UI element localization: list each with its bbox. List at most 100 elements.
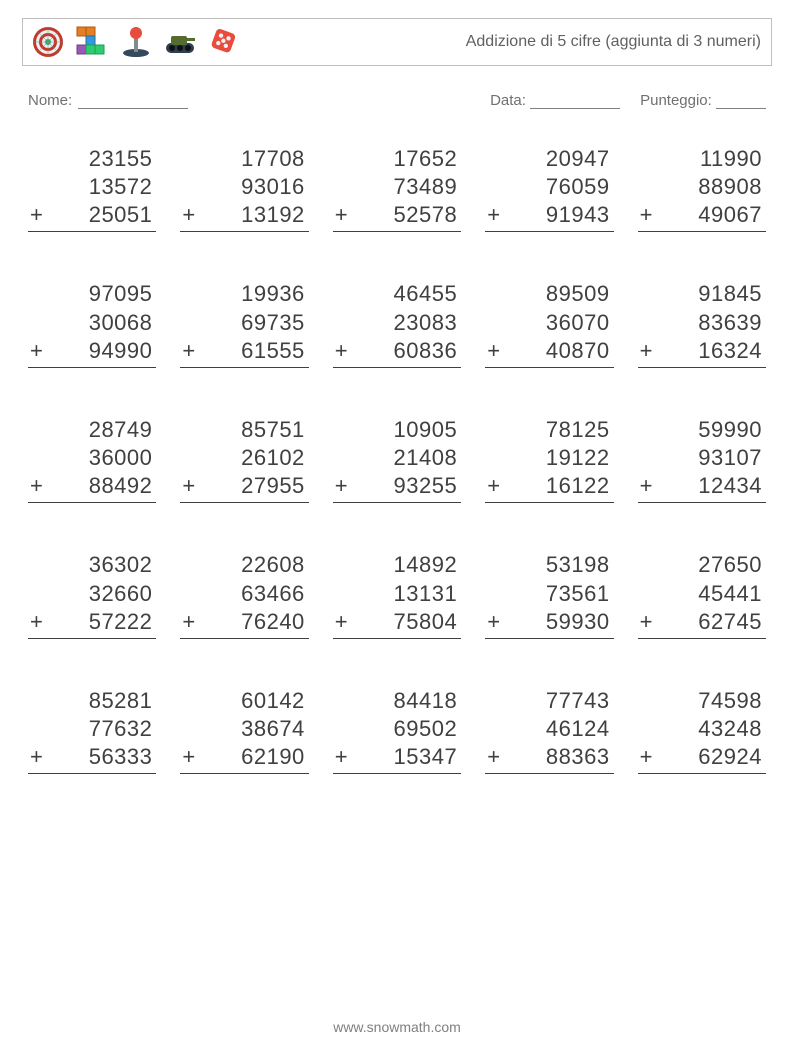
worksheet-header: Addizione di 5 cifre (aggiunta di 3 nume…	[22, 18, 772, 66]
addend-3-row: +13192	[180, 201, 308, 232]
addend-3: 94990	[89, 337, 153, 365]
addend-2: 46124	[485, 715, 613, 743]
addend-3-row: +12434	[638, 472, 766, 503]
addend-1: 91845	[638, 280, 766, 308]
addend-3-row: +62924	[638, 743, 766, 774]
name-blank[interactable]	[78, 93, 188, 110]
addition-problem: 5319873561+59930	[485, 551, 613, 638]
addend-3-row: +16324	[638, 337, 766, 368]
addend-3: 88492	[89, 472, 153, 500]
addend-2: 77632	[28, 715, 156, 743]
addend-3-row: +94990	[28, 337, 156, 368]
addend-3: 62190	[241, 743, 305, 771]
addend-2: 93016	[180, 173, 308, 201]
addend-2: 43248	[638, 715, 766, 743]
addend-3-row: +25051	[28, 201, 156, 232]
addition-problem: 2260863466+76240	[180, 551, 308, 638]
addend-3: 15347	[394, 743, 458, 771]
addition-problem: 4645523083+60836	[333, 280, 461, 367]
addend-3: 52578	[394, 201, 458, 229]
addend-1: 36302	[28, 551, 156, 579]
addition-problem: 7812519122+16122	[485, 416, 613, 503]
addend-3: 88363	[546, 743, 610, 771]
addend-2: 30068	[28, 309, 156, 337]
operator: +	[638, 337, 653, 365]
tank-icon	[163, 25, 197, 59]
name-label: Nome:	[28, 92, 72, 109]
addition-problem: 7774346124+88363	[485, 687, 613, 774]
addend-2: 69502	[333, 715, 461, 743]
tetris-icon	[75, 25, 109, 59]
addition-problem: 2094776059+91943	[485, 145, 613, 232]
addend-1: 84418	[333, 687, 461, 715]
addend-1: 85281	[28, 687, 156, 715]
operator: +	[638, 201, 653, 229]
addition-problem: 6014238674+62190	[180, 687, 308, 774]
addition-problem: 3630232660+57222	[28, 551, 156, 638]
addend-2: 93107	[638, 444, 766, 472]
operator: +	[180, 472, 195, 500]
addend-1: 20947	[485, 145, 613, 173]
addition-problem: 9709530068+94990	[28, 280, 156, 367]
addition-problem: 2874936000+88492	[28, 416, 156, 503]
addend-1: 17708	[180, 145, 308, 173]
dice-icon	[207, 25, 241, 59]
addend-1: 74598	[638, 687, 766, 715]
addend-1: 23155	[28, 145, 156, 173]
addend-3-row: +40870	[485, 337, 613, 368]
addend-3-row: +61555	[180, 337, 308, 368]
operator: +	[638, 608, 653, 636]
operator: +	[638, 743, 653, 771]
addend-3: 91943	[546, 201, 610, 229]
addend-3: 56333	[89, 743, 153, 771]
addend-3: 49067	[698, 201, 762, 229]
addend-3: 16122	[546, 472, 610, 500]
addend-3-row: +56333	[28, 743, 156, 774]
addition-problem: 1199088908+49067	[638, 145, 766, 232]
addend-1: 11990	[638, 145, 766, 173]
addend-3: 40870	[546, 337, 610, 365]
score-blank[interactable]	[716, 93, 766, 110]
addend-3: 62924	[698, 743, 762, 771]
addition-problem: 1993669735+61555	[180, 280, 308, 367]
operator: +	[485, 201, 500, 229]
addend-3: 76240	[241, 608, 305, 636]
date-blank[interactable]	[530, 93, 620, 110]
addend-3: 27955	[241, 472, 305, 500]
addition-problem: 1489213131+75804	[333, 551, 461, 638]
meta-line: Nome: Data: Punteggio:	[28, 92, 766, 109]
addend-1: 78125	[485, 416, 613, 444]
addition-problem: 1090521408+93255	[333, 416, 461, 503]
addend-3-row: +60836	[333, 337, 461, 368]
addend-3-row: +76240	[180, 608, 308, 639]
addition-problem: 5999093107+12434	[638, 416, 766, 503]
addend-3-row: +88363	[485, 743, 613, 774]
addend-1: 53198	[485, 551, 613, 579]
addend-3-row: +52578	[333, 201, 461, 232]
addend-2: 36070	[485, 309, 613, 337]
addend-2: 83639	[638, 309, 766, 337]
dartboard-icon	[31, 25, 65, 59]
addend-3-row: +59930	[485, 608, 613, 639]
addition-problem: 1770893016+13192	[180, 145, 308, 232]
addend-2: 76059	[485, 173, 613, 201]
addend-3: 57222	[89, 608, 153, 636]
operator: +	[28, 743, 43, 771]
addend-1: 85751	[180, 416, 308, 444]
addend-2: 13131	[333, 580, 461, 608]
addend-2: 32660	[28, 580, 156, 608]
addend-2: 45441	[638, 580, 766, 608]
operator: +	[638, 472, 653, 500]
operator: +	[28, 201, 43, 229]
addend-3-row: +62745	[638, 608, 766, 639]
footer-url: www.snowmath.com	[0, 1019, 794, 1035]
problems-grid: 2315513572+250511770893016+1319217652734…	[22, 145, 772, 774]
date-label: Data:	[490, 92, 526, 109]
operator: +	[180, 201, 195, 229]
addend-3-row: +62190	[180, 743, 308, 774]
addition-problem: 8441869502+15347	[333, 687, 461, 774]
addend-1: 10905	[333, 416, 461, 444]
addend-2: 36000	[28, 444, 156, 472]
addition-problem: 2315513572+25051	[28, 145, 156, 232]
addend-3: 93255	[394, 472, 458, 500]
